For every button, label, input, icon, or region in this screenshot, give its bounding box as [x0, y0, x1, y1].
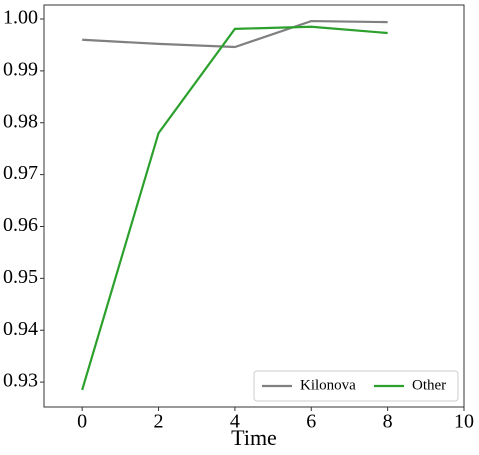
x-tick-label: 2 — [154, 411, 164, 433]
y-tick-label: 0.95 — [3, 266, 38, 288]
legend-box — [253, 370, 459, 402]
series-line — [81, 25, 388, 391]
plot-frame — [43, 4, 465, 408]
legend-label: Kilonova — [300, 377, 356, 393]
x-tick-label: 6 — [306, 411, 316, 433]
y-tick-label: 0.96 — [3, 214, 38, 236]
y-tick-label: 0.94 — [3, 318, 38, 340]
y-tick-label: 1.00 — [3, 7, 38, 29]
x-tick-label: 0 — [77, 411, 87, 433]
x-tick-label: 10 — [454, 411, 474, 433]
y-tick-label: 0.97 — [3, 162, 38, 184]
y-tick-label: 0.99 — [3, 58, 38, 80]
x-axis-label: Time — [231, 425, 277, 450]
y-tick-label: 0.93 — [3, 370, 38, 392]
x-tick-label: 8 — [383, 411, 393, 433]
legend-label: Other — [412, 377, 446, 393]
series-line — [82, 19, 388, 49]
y-tick-label: 0.98 — [3, 110, 38, 132]
x-tick-label: 4 — [230, 411, 240, 433]
legend: Kilonova Other — [253, 370, 459, 402]
